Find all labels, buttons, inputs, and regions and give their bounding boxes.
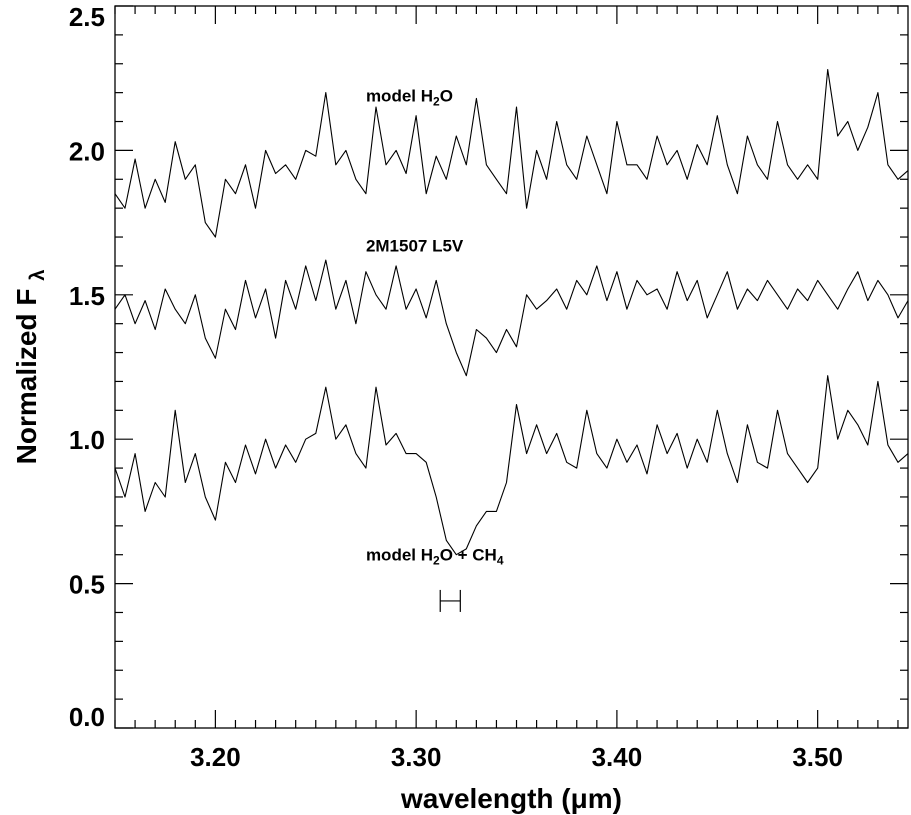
- x-tick-label: 3.30: [391, 742, 442, 772]
- series-lines: [114, 68, 909, 556]
- y-tick-label: 1.0: [69, 425, 105, 455]
- series-annotation-2: 2M1507 L5V: [366, 236, 464, 255]
- tick-labels: 3.20 3.30 3.40 3.50 0.0 0.5 1.0 1.5 2.0 2.5: [69, 2, 843, 772]
- annotations: model H2O 2M1507 L5V model H2O + CH4: [366, 86, 504, 567]
- x-axis-label: wavelength (μm): [400, 783, 622, 814]
- error-bar: [439, 589, 461, 612]
- y-tick-label: 2.0: [69, 136, 105, 166]
- y-tick-label: 2.5: [69, 2, 105, 32]
- y-tick-label: 0.5: [69, 570, 105, 600]
- series-annotation-3: model H2O + CH4: [366, 545, 504, 567]
- axis-ticks: [114, 5, 908, 729]
- x-tick-label: 3.40: [592, 742, 643, 772]
- series-line-1: [114, 68, 909, 238]
- y-axis-label: Normalized F λ: [11, 270, 49, 465]
- y-tick-label: 0.0: [69, 702, 105, 732]
- series-line-3: [114, 375, 909, 556]
- series-line-2: [114, 259, 909, 377]
- x-tick-label: 3.50: [792, 742, 843, 772]
- y-tick-label: 1.5: [69, 281, 105, 311]
- plot-frame: [114, 5, 909, 729]
- plot-border: [114, 5, 909, 729]
- x-tick-label: 3.20: [190, 742, 241, 772]
- series-annotation-1: model H2O: [366, 86, 453, 108]
